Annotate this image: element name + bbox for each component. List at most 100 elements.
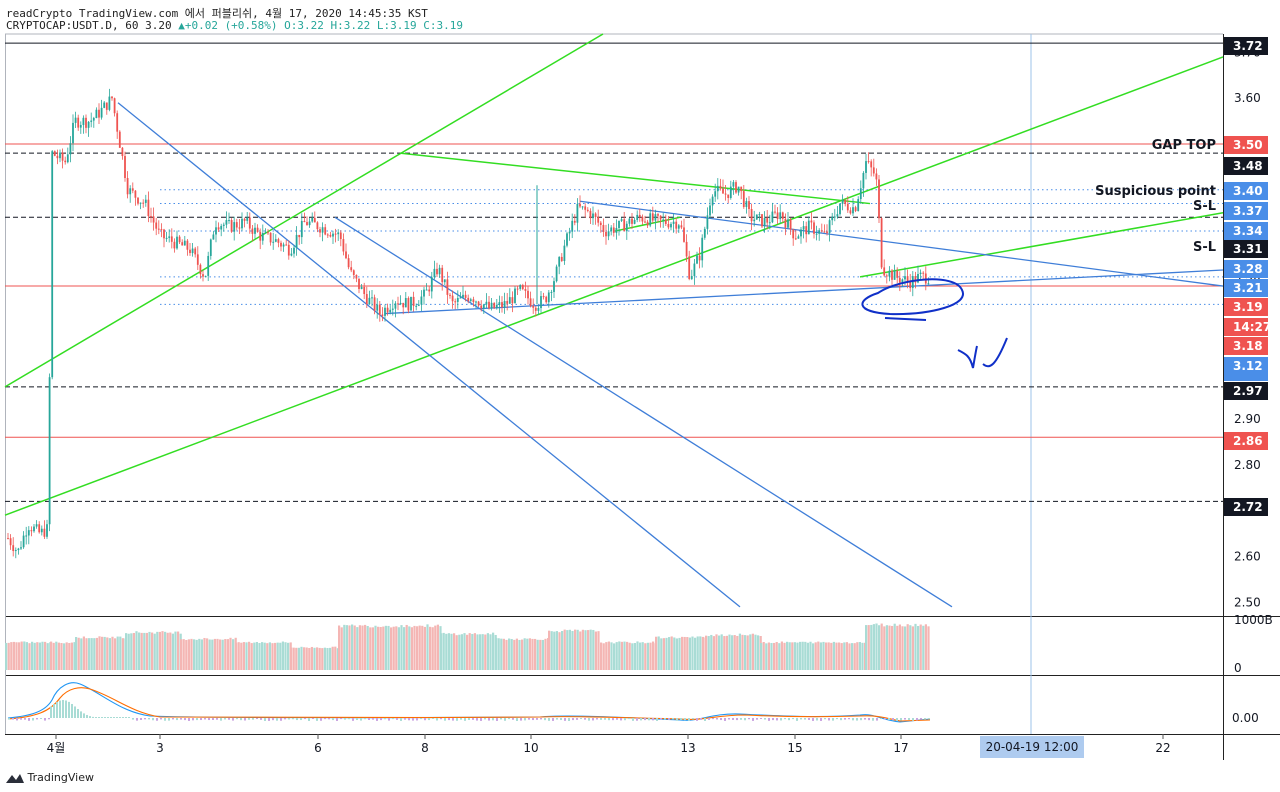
volume-bar bbox=[670, 636, 673, 670]
candle-body bbox=[646, 221, 649, 226]
crosshair-time-label: 20-04-19 12:00 bbox=[986, 740, 1079, 754]
candle-body bbox=[607, 231, 610, 237]
price-badge-label: 3.28 bbox=[1233, 262, 1263, 276]
candle-body bbox=[768, 222, 771, 224]
candle-body bbox=[14, 550, 17, 552]
candle-body bbox=[919, 272, 922, 274]
volume-bar bbox=[106, 637, 109, 670]
volume-bar bbox=[221, 639, 224, 670]
volume-bar bbox=[121, 638, 124, 670]
macd-histogram-bar bbox=[308, 718, 310, 721]
volume-bar bbox=[174, 631, 177, 670]
macd-histogram-bar bbox=[220, 718, 222, 721]
macd-histogram-bar bbox=[492, 718, 494, 721]
volume-bar bbox=[190, 638, 193, 670]
macd-histogram-bar bbox=[712, 718, 714, 720]
volume-bar bbox=[673, 637, 676, 670]
candle-body bbox=[233, 222, 236, 232]
price-tick: 3.60 bbox=[1234, 91, 1261, 105]
macd-histogram-bar bbox=[388, 718, 390, 721]
candle-body bbox=[181, 242, 184, 246]
volume-bar bbox=[870, 624, 873, 670]
volume-bar bbox=[440, 633, 443, 670]
price-badge bbox=[1224, 337, 1268, 355]
volume-bar bbox=[683, 636, 686, 670]
candle-body bbox=[659, 215, 662, 220]
volume-bar bbox=[513, 639, 516, 670]
macd-histogram-bar bbox=[920, 718, 922, 720]
macd-histogram-bar bbox=[132, 718, 134, 720]
price-badge bbox=[1224, 222, 1268, 240]
candle-body bbox=[833, 216, 836, 218]
candle-body bbox=[183, 240, 186, 246]
volume-bar bbox=[548, 630, 551, 670]
macd-histogram-bar bbox=[880, 718, 882, 720]
volume-bar bbox=[770, 643, 773, 670]
volume-bar bbox=[416, 626, 419, 670]
candle-body bbox=[849, 210, 852, 214]
candle-body bbox=[566, 233, 568, 246]
macd-histogram-bar bbox=[552, 718, 554, 721]
volume-bar bbox=[754, 634, 757, 670]
macd-histogram-bar bbox=[384, 718, 386, 720]
candle-body bbox=[784, 218, 787, 228]
macd-histogram-bar bbox=[268, 718, 270, 721]
macd-histogram-bar bbox=[776, 718, 778, 721]
macd-histogram-bar bbox=[564, 718, 566, 721]
candle-body bbox=[560, 256, 563, 261]
volume-bar bbox=[589, 629, 592, 670]
volume-bar bbox=[809, 641, 812, 670]
macd-histogram-bar bbox=[668, 718, 670, 720]
macd-histogram-bar bbox=[200, 718, 202, 721]
volume-bar bbox=[90, 638, 93, 670]
macd-histogram-bar bbox=[296, 718, 298, 721]
candle-body bbox=[475, 301, 477, 303]
macd-histogram-bar bbox=[236, 718, 238, 720]
candle-body bbox=[423, 289, 425, 297]
volume-bar bbox=[145, 632, 148, 670]
candle-body bbox=[670, 223, 672, 228]
candle-body bbox=[456, 297, 459, 302]
candle-body bbox=[638, 214, 641, 217]
volume-bar bbox=[858, 642, 861, 670]
macd-histogram-bar bbox=[524, 718, 526, 721]
macd-histogram-bar bbox=[788, 718, 790, 721]
candle-body bbox=[389, 309, 392, 313]
macd-histogram-bar bbox=[480, 718, 482, 721]
volume-bar bbox=[746, 635, 749, 670]
macd-histogram-bar bbox=[616, 718, 618, 720]
volume-bar bbox=[116, 636, 119, 670]
macd-histogram-bar bbox=[660, 718, 662, 720]
macd-histogram-bar bbox=[50, 706, 52, 718]
price-tick: 2.80 bbox=[1234, 458, 1261, 472]
macd-histogram-bar bbox=[444, 718, 446, 721]
macd-histogram-bar bbox=[20, 718, 22, 720]
volume-bar bbox=[284, 642, 287, 670]
candle-body bbox=[906, 276, 909, 282]
volume-bar bbox=[861, 642, 864, 670]
macd-histogram-bar bbox=[872, 718, 874, 721]
volume-bar bbox=[906, 624, 909, 670]
candle-body bbox=[449, 294, 451, 296]
candle-body bbox=[813, 222, 815, 234]
macd-histogram-bar bbox=[824, 718, 826, 720]
candle-body bbox=[202, 274, 204, 277]
macd-histogram-bar bbox=[836, 718, 838, 720]
macd-histogram-bar bbox=[432, 718, 434, 720]
volume-bar bbox=[927, 626, 930, 670]
candle-body bbox=[199, 264, 202, 275]
volume-bar bbox=[830, 642, 833, 670]
candle-body bbox=[212, 234, 215, 240]
volume-bar bbox=[539, 639, 542, 670]
time-tick: 17 bbox=[893, 741, 908, 755]
volume-tick: 1000B bbox=[1234, 613, 1273, 627]
candle-body bbox=[735, 182, 737, 193]
candle-body bbox=[576, 203, 579, 223]
candle-body bbox=[729, 186, 732, 198]
macd-histogram-bar bbox=[312, 718, 314, 720]
candle-body bbox=[581, 206, 584, 208]
candle-body bbox=[22, 535, 25, 548]
volume-bar bbox=[502, 638, 505, 670]
candle-body bbox=[841, 199, 844, 204]
